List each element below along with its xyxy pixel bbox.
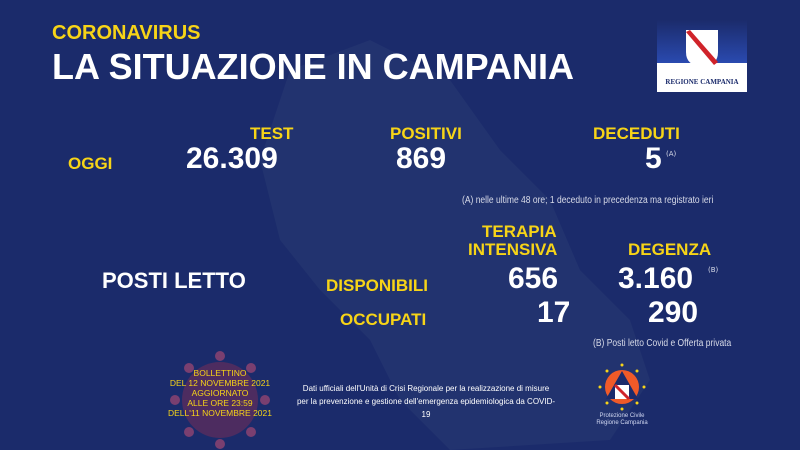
degenza-label: DEGENZA bbox=[628, 240, 712, 259]
positivi-value: 869 bbox=[396, 142, 447, 175]
bulletin-info: BOLLETTINO DEL 12 NOVEMBRE 2021 AGGIORNA… bbox=[150, 368, 290, 418]
protezione-line: Regione Campania bbox=[596, 420, 648, 426]
bulletin-line: BOLLETTINO bbox=[193, 368, 247, 378]
bulletin-line: DELL'11 NOVEMBRE 2021 bbox=[168, 408, 272, 418]
protezione-line: Protezione Civile bbox=[599, 413, 645, 419]
test-value: 26.309 bbox=[186, 142, 278, 175]
note-b: (B) Posti letto Covid e Offerta privata bbox=[593, 338, 732, 349]
deceduti-label: DECEDUTI bbox=[593, 124, 680, 143]
footer-line: Dati ufficiali dell'Unità di Crisi Regio… bbox=[302, 384, 550, 393]
kicker: CORONAVIRUS bbox=[52, 22, 201, 44]
bulletin-line: DEL 12 NOVEMBRE 2021 bbox=[169, 378, 271, 388]
bulletin-line: ALLE ORE 23:59 bbox=[187, 398, 253, 408]
degenza-occupati: 290 bbox=[648, 296, 699, 329]
footer-line: per la prevenzione e gestione dell'emerg… bbox=[296, 397, 556, 419]
ti-occupati: 17 bbox=[537, 296, 571, 329]
footer-text: Dati ufficiali dell'Unità di Crisi Regio… bbox=[296, 382, 556, 421]
deceduti-value: 5 bbox=[645, 142, 662, 175]
degenza-disponibili: 3.160 bbox=[618, 262, 694, 295]
positivi-label: POSITIVI bbox=[390, 124, 462, 143]
campania-map-silhouette bbox=[260, 40, 650, 450]
ti-label-1: TERAPIA bbox=[482, 222, 557, 241]
occupati-label: OCCUPATI bbox=[340, 310, 427, 329]
note-a: (A) nelle ultime 48 ore; 1 deceduto in p… bbox=[462, 195, 714, 206]
protezione-civile-logo bbox=[598, 363, 646, 411]
disponibili-label: DISPONIBILI bbox=[326, 276, 429, 295]
oggi-label: OGGI bbox=[68, 154, 113, 173]
page-title: LA SITUAZIONE IN CAMPANIA bbox=[52, 46, 574, 87]
deceduti-note-mark: (A) bbox=[666, 150, 677, 158]
protezione-civile-text: Protezione Civile Regione Campania bbox=[582, 413, 662, 427]
coat-of-arms-icon bbox=[686, 30, 718, 66]
logo-text: REGIONE CAMPANIA bbox=[665, 78, 739, 86]
posti-letto-label: POSTI LETTO bbox=[102, 268, 246, 293]
regione-campania-logo: REGIONE CAMPANIA bbox=[657, 20, 747, 92]
test-label: TEST bbox=[250, 124, 294, 143]
ti-label-2: INTENSIVA bbox=[468, 240, 558, 259]
degenza-note-mark: (B) bbox=[708, 266, 719, 274]
ti-disponibili: 656 bbox=[508, 262, 559, 295]
bulletin-line: AGGIORNATO bbox=[191, 388, 249, 398]
virus-icon bbox=[170, 351, 270, 449]
